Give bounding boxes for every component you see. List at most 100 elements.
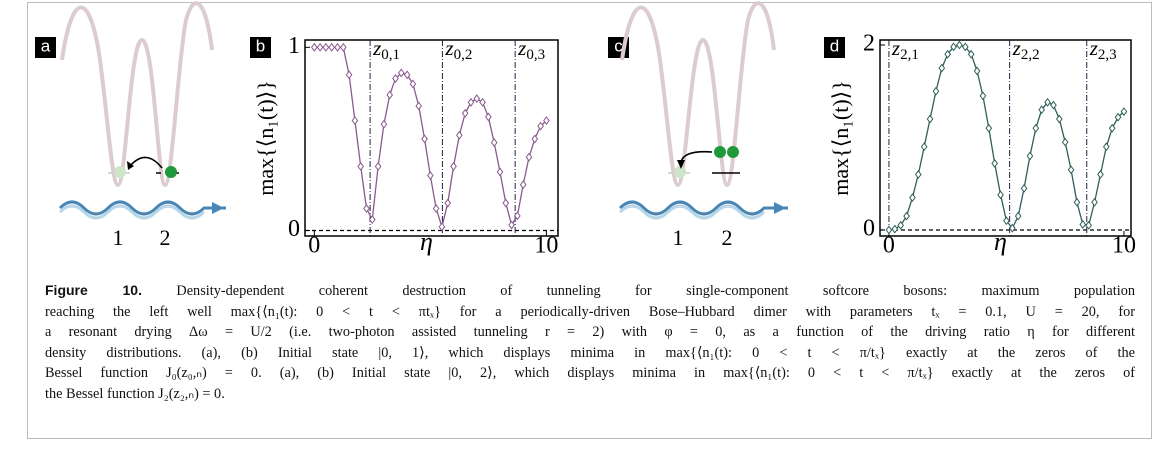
data-point bbox=[1067, 165, 1075, 175]
annotation: z2,2 bbox=[1012, 36, 1040, 64]
data-point bbox=[885, 225, 893, 235]
data-point bbox=[386, 90, 394, 100]
data-point bbox=[421, 134, 428, 144]
data-point bbox=[1061, 137, 1069, 147]
data-point bbox=[357, 161, 365, 171]
well-label: 1 bbox=[113, 225, 124, 250]
caption-line: Bessel function J₀(z₀,ₙ) = 0. (a), (b) I… bbox=[45, 365, 1135, 382]
drive-wave bbox=[58, 204, 206, 220]
data-point bbox=[345, 70, 353, 80]
y-axis-label: max{⟨n₁(t)⟩} bbox=[828, 80, 853, 196]
caption-line: Figure 10. Density-dependent coherent de… bbox=[45, 280, 1135, 302]
data-point bbox=[473, 94, 481, 104]
x-tick-label: 0 bbox=[308, 233, 320, 259]
panel-label-box bbox=[250, 37, 271, 58]
caption-label: Figure 10. bbox=[45, 282, 142, 298]
data-point bbox=[444, 198, 452, 208]
data-point bbox=[956, 40, 963, 50]
data-point bbox=[897, 220, 905, 230]
data-point bbox=[1114, 112, 1122, 122]
arrow-head bbox=[774, 202, 786, 214]
data-point bbox=[903, 211, 910, 221]
x-tick-label: 10 bbox=[534, 233, 558, 259]
data-point bbox=[339, 42, 347, 52]
data-point bbox=[363, 204, 370, 213]
data-point bbox=[1073, 197, 1081, 207]
plot-frame bbox=[879, 39, 1132, 237]
panel-label: a bbox=[41, 36, 51, 55]
data-point bbox=[519, 180, 527, 190]
data-point bbox=[368, 215, 376, 224]
data-point bbox=[1085, 220, 1093, 230]
panel-label: b bbox=[256, 36, 265, 55]
data-point bbox=[374, 161, 382, 171]
panel-label-box bbox=[35, 37, 56, 58]
arrow-head bbox=[677, 160, 685, 169]
data-point bbox=[1014, 211, 1022, 221]
data-point bbox=[316, 42, 324, 52]
annotation-subscript: 2,1 bbox=[900, 47, 919, 63]
arrow-head bbox=[212, 202, 224, 214]
panel-a: a 1 2 bbox=[35, 1, 226, 250]
annotation-subscript: 0,1 bbox=[381, 47, 400, 63]
annotation: z2,1 bbox=[891, 36, 919, 64]
data-point bbox=[1120, 107, 1128, 117]
data-point bbox=[543, 116, 550, 126]
data-point bbox=[991, 158, 999, 168]
data-point bbox=[1003, 216, 1010, 226]
data-point bbox=[415, 101, 423, 111]
data-point bbox=[1020, 183, 1028, 193]
data-point bbox=[508, 220, 515, 230]
data-point bbox=[914, 170, 922, 179]
data-point bbox=[1026, 151, 1034, 161]
hop-arrow bbox=[129, 156, 163, 169]
data-point bbox=[961, 42, 969, 52]
y-tick-label: 2 bbox=[863, 30, 875, 56]
data-point bbox=[1079, 220, 1087, 229]
x-axis-label: η bbox=[420, 227, 433, 256]
annotation: z0,2 bbox=[444, 36, 472, 64]
x-axis-label: η bbox=[994, 227, 1007, 256]
data-point bbox=[322, 42, 330, 52]
drive-wave bbox=[58, 200, 226, 216]
data-point bbox=[1032, 123, 1040, 133]
data-point bbox=[967, 49, 975, 59]
plot-frame bbox=[304, 39, 559, 237]
annotation-subscript: 2,2 bbox=[1021, 47, 1040, 63]
potential bbox=[620, 1, 776, 188]
data-point bbox=[973, 66, 981, 76]
panel-label-box bbox=[824, 37, 845, 58]
data-point bbox=[485, 112, 492, 122]
panel-label: d bbox=[830, 36, 839, 55]
caption-line: reaching the left well max{⟨n₁(t): 0 < t… bbox=[45, 303, 1135, 320]
well-label: 2 bbox=[160, 225, 171, 250]
data-point bbox=[926, 114, 934, 124]
data-point bbox=[1008, 223, 1016, 233]
data-point bbox=[467, 97, 475, 107]
caption-line: the Bessel function J₂(z₂,ₙ) = 0. bbox=[45, 385, 225, 402]
data-point bbox=[1108, 123, 1116, 133]
annotation-symbol: z bbox=[372, 36, 381, 60]
data-point bbox=[392, 74, 399, 83]
data-point bbox=[409, 79, 417, 89]
data-point bbox=[450, 161, 457, 171]
annotation-subscript: 0,2 bbox=[454, 47, 473, 63]
data-point bbox=[938, 63, 946, 73]
boson bbox=[727, 146, 739, 158]
annotation-symbol: z bbox=[891, 36, 900, 60]
x-tick-label: 0 bbox=[883, 233, 895, 259]
data-point bbox=[380, 119, 388, 129]
data-point bbox=[979, 91, 987, 101]
caption: Figure 10. Density-dependent coherent de… bbox=[45, 280, 1135, 405]
data-point bbox=[537, 121, 544, 131]
annotation-symbol: z bbox=[444, 36, 453, 60]
y-tick-label: 0 bbox=[863, 215, 875, 241]
data-point bbox=[531, 134, 539, 144]
data-point bbox=[1091, 197, 1098, 207]
y-axis-label: max{⟨n₁(t)⟩} bbox=[253, 80, 278, 196]
annotation-symbol: z bbox=[517, 36, 526, 60]
panel-c: c 1 2 bbox=[608, 1, 788, 250]
data-point bbox=[496, 167, 504, 177]
figure-frame bbox=[27, 2, 1152, 439]
well-label: 2 bbox=[722, 225, 733, 250]
